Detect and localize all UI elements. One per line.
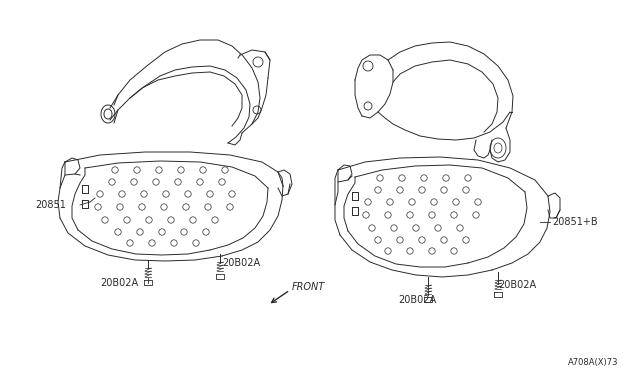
Text: 20851+B: 20851+B	[552, 217, 598, 227]
Text: 20851: 20851	[35, 200, 66, 210]
Text: FRONT: FRONT	[292, 282, 325, 292]
Text: 20B02A: 20B02A	[222, 258, 260, 268]
Text: 20B02A: 20B02A	[498, 280, 536, 290]
Text: 20B02A: 20B02A	[398, 295, 436, 305]
Text: 20B02A: 20B02A	[100, 278, 138, 288]
Text: A708A(X)73: A708A(X)73	[568, 357, 618, 366]
